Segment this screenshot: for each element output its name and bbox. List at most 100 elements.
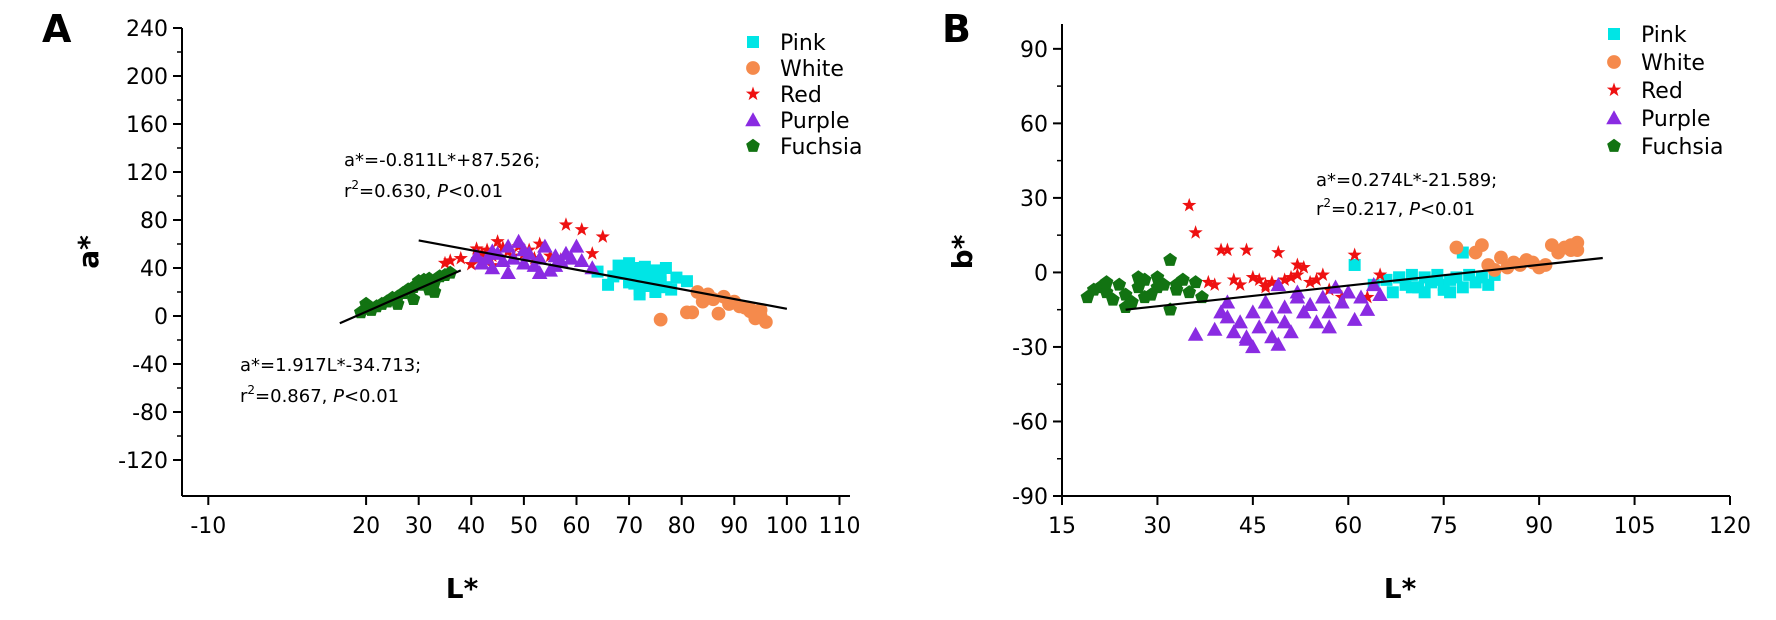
panel-a-eq-2-line2: r2=0.867, P<0.01 — [240, 383, 399, 407]
panel-b-legend: Pink White Red Purple Fuchsia — [1606, 23, 1724, 160]
panel-a-white-point — [711, 306, 726, 321]
panel-a-annotation-1: a*=-0.811L*+87.526; r2=0.630, P<0.01 — [344, 150, 540, 202]
panel-b-purple-point — [1346, 311, 1363, 326]
panel-a-legend-red-label: Red — [780, 83, 822, 108]
panel-a-pink-point — [670, 271, 683, 284]
panel-b-red-point — [1315, 267, 1330, 281]
panel-a-purple-point — [563, 250, 580, 265]
panel-a-x-tick-label: 40 — [457, 514, 485, 539]
panel-a-pink-point — [628, 269, 641, 282]
panel-a-x-tick-label: 60 — [562, 514, 590, 539]
panel-b-fuchsia-point — [1106, 292, 1120, 306]
panel-b-legend-purple-label: Purple — [1641, 107, 1710, 132]
eq-mid: =0.867, — [255, 386, 333, 407]
panel-b-fuchsia-point — [1099, 275, 1114, 289]
panel-a-red-point — [469, 241, 484, 255]
panel-b-pink-point — [1482, 278, 1495, 291]
eq-post: <0.01 — [1420, 199, 1475, 220]
panel-a-white-point — [758, 315, 773, 329]
eq-p: P — [437, 181, 448, 202]
panel-b-red-point — [1372, 267, 1388, 281]
panel-b-purple-point — [1308, 314, 1325, 329]
panel-b-legend-purple-marker — [1606, 110, 1622, 125]
panel-b-red-point — [1347, 247, 1362, 262]
panel-b-red-point — [1290, 267, 1305, 281]
panel-b-red-point — [1182, 197, 1197, 212]
panel-a-eq-1-line1: a*=-0.811L*+87.526; — [344, 150, 540, 171]
panel-b-red-point — [1220, 242, 1235, 257]
panel-a-purple-point — [484, 260, 501, 275]
panel-a-x-tick-label: 80 — [668, 514, 696, 539]
panel-a-purple-point — [510, 233, 527, 248]
panel-b-purple-point — [1219, 294, 1236, 309]
panel-b-red-point — [1252, 272, 1267, 286]
panel-b-annotation-1: a*=0.274L*-21.589; r2=0.217, P<0.01 — [1316, 170, 1497, 220]
panel-a-x-tick-label: 50 — [510, 514, 538, 539]
panel-a-legend-white-marker — [746, 61, 760, 75]
panel-b-x-tick-label: 60 — [1334, 514, 1362, 539]
panel-a-red-point — [495, 240, 510, 254]
panel-b-x-tick-label: 30 — [1143, 514, 1171, 539]
panel-b-legend-fuchsia-label: Fuchsia — [1641, 135, 1724, 160]
panel-b-red-point — [1213, 242, 1229, 257]
panel-a-red-point — [558, 217, 574, 231]
panel-b-fuchsia-point — [1131, 270, 1146, 284]
panel-a-x-tick-label: 70 — [615, 514, 643, 539]
panel-b-red-point — [1207, 277, 1222, 291]
panel-b-red-point — [1201, 274, 1216, 289]
panel-b-legend-fuchsia-marker — [1607, 138, 1621, 152]
panel-b-purple-point — [1270, 277, 1287, 292]
panel-b-white-point — [1474, 238, 1489, 252]
panel-b-fuchsia-point — [1169, 277, 1184, 291]
eq-post: <0.01 — [448, 181, 503, 202]
panel-a-red-point — [479, 242, 495, 257]
panel-a-legend-pink-marker — [747, 36, 759, 48]
panel-b-purple-point — [1302, 296, 1318, 311]
panel-b-eq-1-line2: r2=0.217, P<0.01 — [1316, 196, 1475, 220]
panel-a-purple-point — [573, 253, 590, 268]
eq-sup: 2 — [351, 178, 359, 192]
panel-b-pink-point — [1444, 286, 1457, 299]
panel-b-red-point — [1264, 274, 1280, 289]
panel-b-red-point — [1360, 289, 1375, 304]
panel-b-white-point — [1564, 238, 1578, 252]
panel-b-red-point — [1309, 272, 1324, 286]
panel-a-fuchsia-point — [406, 292, 421, 306]
panel-b-purple-point — [1321, 319, 1337, 334]
panel-b-y-tick-label: -60 — [1012, 410, 1048, 435]
panel-b-pink-point — [1405, 281, 1418, 294]
panel-a-purple-point — [479, 250, 495, 265]
panel-b-legend-white-marker — [1607, 55, 1621, 69]
panel-a-pink-point — [638, 266, 651, 279]
panel-b-purple-point — [1365, 277, 1382, 292]
panel-a-y-tick-label: 40 — [140, 257, 168, 282]
panel-b-pink-point — [1456, 281, 1469, 294]
panel-b-y-tick-label: 90 — [1020, 38, 1048, 63]
panel-a-purple-point — [516, 255, 532, 270]
panel-b-label: B — [942, 7, 971, 51]
panel-a-pink-point — [649, 286, 662, 298]
panel-a-legend-white-label: White — [780, 57, 844, 82]
panel-a-legend-fuchsia-label: Fuchsia — [780, 135, 863, 160]
panel-b-purple-point — [1245, 339, 1261, 354]
panel-b-legend-pink-marker — [1608, 28, 1620, 40]
panel-b-purple-point — [1264, 309, 1280, 324]
panel-b-purple-point — [1251, 319, 1268, 334]
panel-b-purple-point — [1187, 326, 1204, 341]
panel-a-purple-point — [516, 242, 532, 257]
panel-a-eq-1-line2: r2=0.630, P<0.01 — [344, 178, 503, 202]
panel-a-purple-point — [584, 260, 601, 275]
panel-b-fuchsia-point — [1112, 277, 1127, 291]
panel-a-eq-2-line1: a*=1.917L*-34.713; — [240, 355, 421, 376]
panel-b-red-point — [1258, 279, 1273, 294]
panel-b-x-axis-title: L* — [1384, 572, 1417, 605]
panel-a-x-tick-label: 110 — [818, 514, 860, 539]
panel-a-legend-purple-label: Purple — [780, 109, 849, 134]
panel-a-legend-pink-label: Pink — [780, 31, 826, 56]
panel-b-red-point — [1239, 242, 1254, 257]
panel-a-y-tick-label: -40 — [132, 353, 168, 378]
panel-b-white-point — [1494, 250, 1508, 265]
panel-b-purple-point — [1353, 289, 1369, 304]
